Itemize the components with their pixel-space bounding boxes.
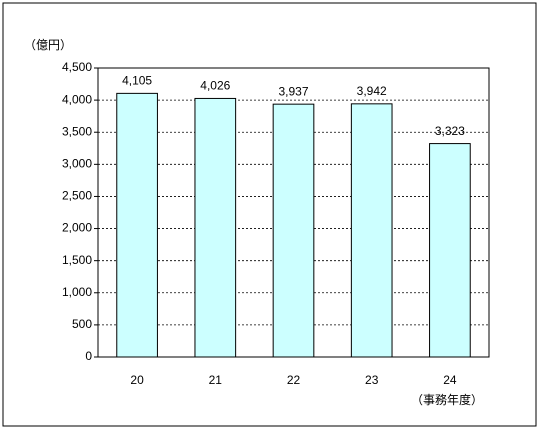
y-tick-label: 0	[85, 349, 92, 363]
bar	[194, 97, 237, 358]
value-label: 3,942	[357, 84, 387, 98]
y-tick-label: 3,000	[62, 157, 92, 171]
x-tick-label: 21	[209, 373, 223, 387]
bar	[429, 143, 471, 358]
y-tick-label: 1,500	[62, 253, 92, 267]
value-label: 3,323	[435, 124, 465, 138]
y-tick-label: 2,500	[62, 189, 92, 203]
y-tick-label: 1,000	[62, 285, 92, 299]
y-tick-label: 4,000	[62, 92, 92, 106]
bar	[272, 103, 315, 358]
x-tick-label: 23	[365, 373, 379, 387]
x-tick-label: 24	[443, 373, 457, 387]
y-tick-label: 2,000	[62, 221, 92, 235]
y-tick-label: 500	[72, 317, 92, 331]
bar	[350, 103, 393, 358]
x-unit: （事務年度）	[411, 392, 483, 407]
y-unit: （億円）	[24, 38, 72, 52]
x-tick-label: 22	[287, 373, 301, 387]
value-label: 4,026	[200, 79, 230, 93]
x-tick-label: 20	[130, 373, 144, 387]
bar	[116, 92, 158, 358]
y-tick-label: 4,500	[62, 60, 92, 74]
value-label: 3,937	[278, 84, 308, 98]
value-label: 4,105	[122, 74, 152, 88]
y-tick-label: 3,500	[62, 124, 92, 138]
